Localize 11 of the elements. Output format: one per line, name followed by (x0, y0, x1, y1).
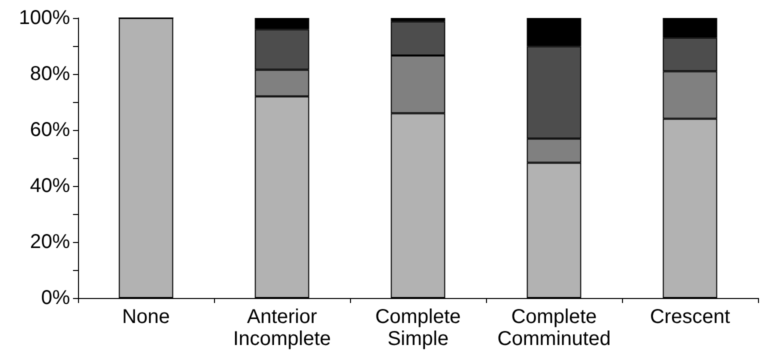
x-tick-label: Anterior Incomplete (233, 306, 331, 350)
y-tick-label: 60% (30, 119, 70, 141)
x-tick-label: Complete Comminuted (497, 306, 611, 350)
y-tick-label: 20% (30, 231, 70, 253)
y-tick-label: 0% (41, 287, 70, 309)
x-tick-label: Complete Simple (375, 306, 461, 350)
x-tick-label: Crescent (650, 306, 730, 328)
y-tick-label: 80% (30, 63, 70, 85)
x-tick-label: None (122, 306, 170, 328)
y-tick-label: 40% (30, 175, 70, 197)
y-tick-label: 100% (18, 7, 70, 29)
